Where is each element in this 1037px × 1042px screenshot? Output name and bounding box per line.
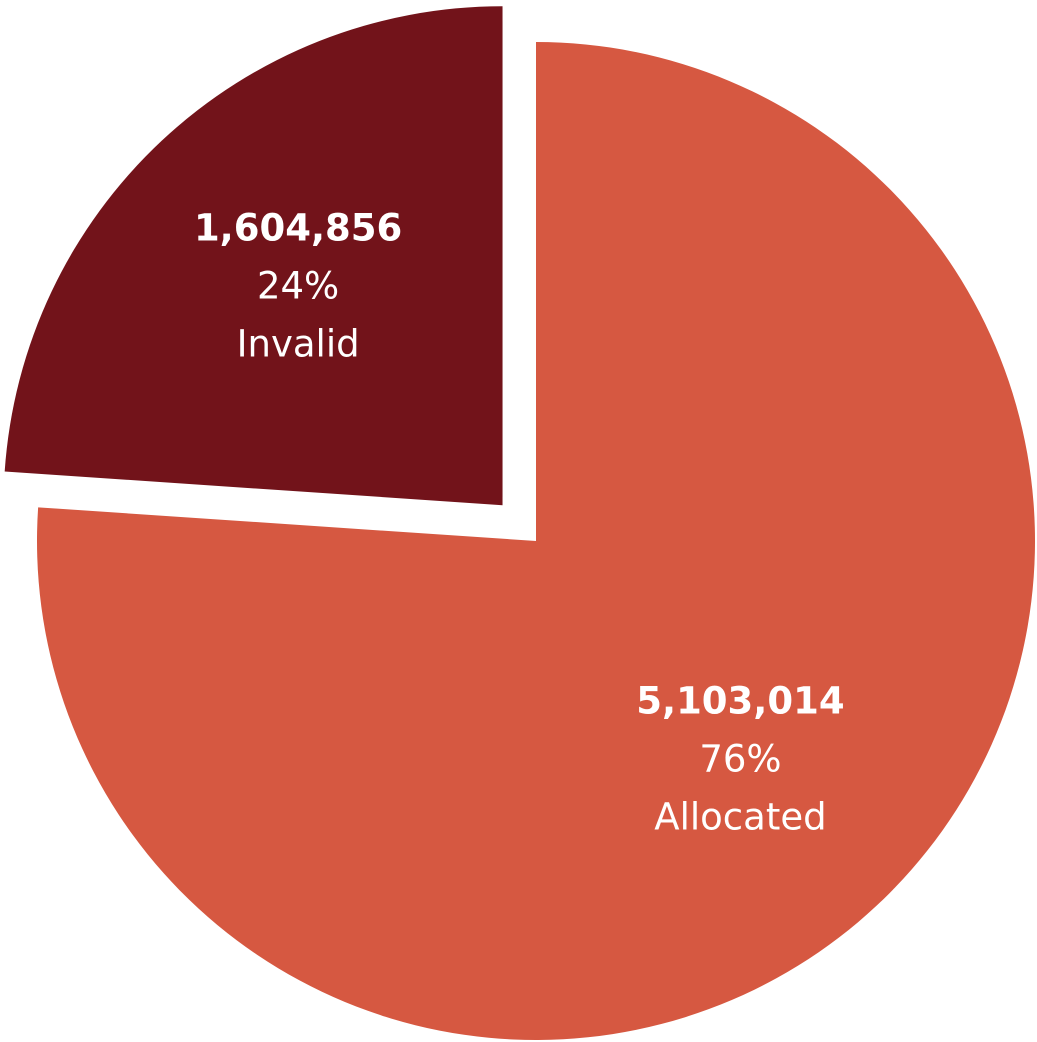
pie-slice-invalid: [4, 6, 503, 506]
slice-percent-label-invalid: 24%: [257, 264, 339, 307]
pie-slices: [4, 6, 1035, 1040]
slice-category-label-invalid: Invalid: [237, 322, 360, 365]
slice-category-label-allocated: Allocated: [654, 796, 826, 839]
slice-value-label-allocated: 5,103,014: [636, 680, 844, 723]
pie-slice-allocated: [36, 42, 1035, 1040]
pie-labels: 5,103,014 76% Allocated 1,604,856 24% Invalid: [194, 206, 845, 838]
slice-value-label-invalid: 1,604,856: [194, 206, 402, 249]
slice-percent-label-allocated: 76%: [699, 738, 781, 781]
